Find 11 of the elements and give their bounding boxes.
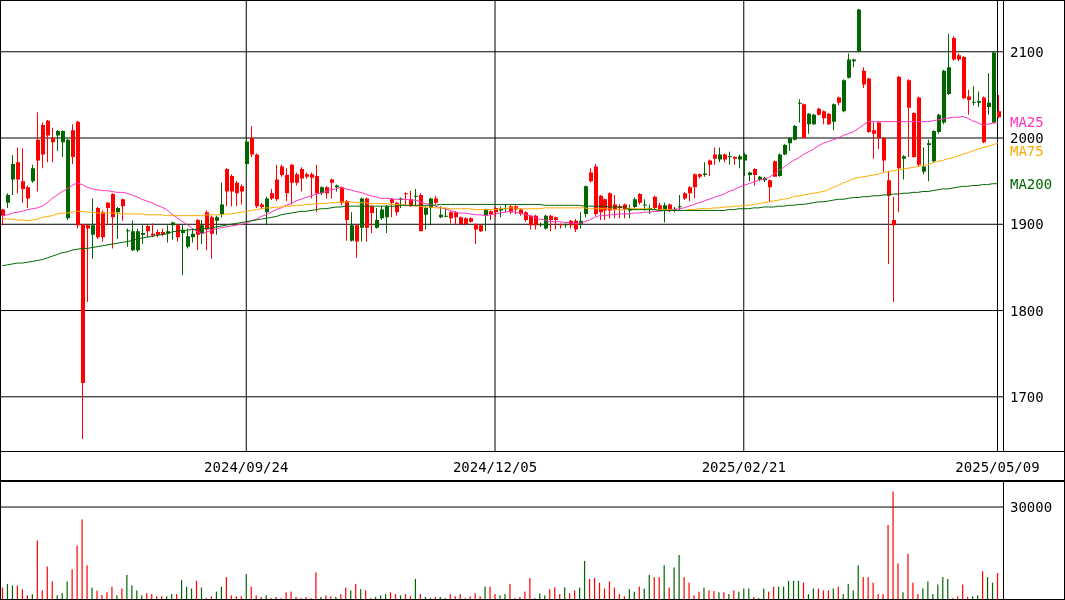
y-tick-label: 2100 — [1010, 43, 1044, 60]
series-label: MA25 — [1010, 114, 1044, 131]
y-tick-label: 1700 — [1010, 388, 1044, 405]
x-tick-label: 2024/09/24 — [204, 458, 289, 475]
x-tick-label: 2025/05/09 — [955, 458, 1040, 475]
x-tick-label: 2025/02/21 — [701, 458, 786, 475]
series-label: MA200 — [1010, 175, 1053, 192]
y-tick-label: 30000 — [1010, 499, 1053, 516]
y-tick-label: 1800 — [1010, 302, 1044, 319]
y-tick-label: 1900 — [1010, 216, 1044, 233]
x-tick-label: 2024/12/05 — [452, 458, 538, 475]
